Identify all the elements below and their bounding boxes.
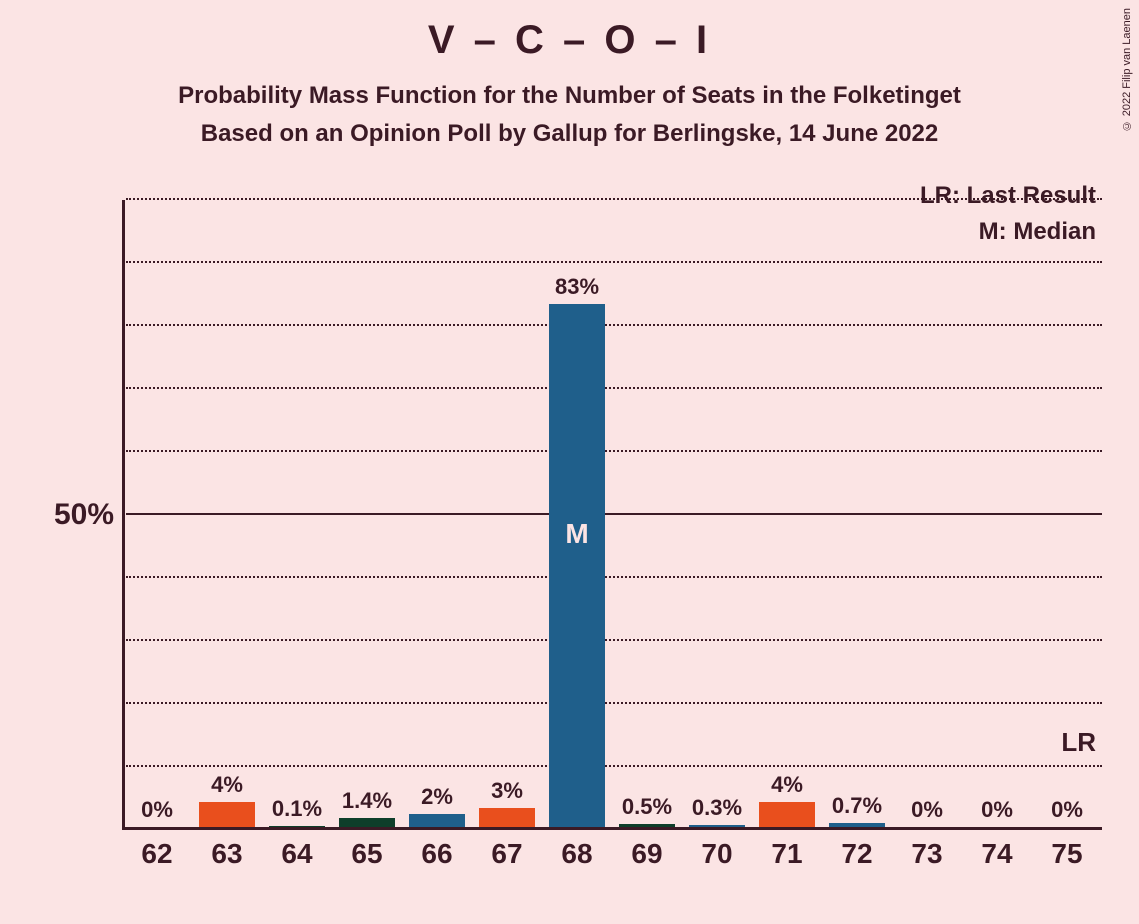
bar: 4% [759, 802, 815, 827]
x-axis-tick-label: 68 [542, 838, 612, 870]
subtitle-line-2: Based on an Opinion Poll by Gallup for B… [0, 115, 1139, 153]
bar-value-label: 4% [771, 772, 803, 798]
y-axis-label: 50% [54, 498, 114, 532]
bar-slot: 0.1% [262, 200, 332, 827]
bar: 4% [199, 802, 255, 827]
x-axis-tick-label: 73 [892, 838, 962, 870]
chart-subtitle: Probability Mass Function for the Number… [0, 77, 1139, 154]
bar-value-label: 0.1% [272, 796, 322, 822]
bar-value-label: 2% [421, 784, 453, 810]
x-axis-tick-label: 66 [402, 838, 472, 870]
bar-value-label: 0% [141, 797, 173, 823]
x-axis-tick-label: 64 [262, 838, 332, 870]
bars-container: 0%4%0.1%1.4%2%3%83%M0.5%0.3%4%0.7%0%0%0%… [122, 200, 1102, 827]
x-axis-labels: 6263646566676869707172737475 [122, 838, 1102, 870]
bar-value-label: 0.3% [692, 795, 742, 821]
bar-slot: 3% [472, 200, 542, 827]
lr-marker: LR [1061, 727, 1096, 758]
bar-slot: 4% [752, 200, 822, 827]
bar-value-label: 4% [211, 772, 243, 798]
x-axis-tick-label: 71 [752, 838, 822, 870]
x-axis [122, 827, 1102, 830]
x-axis-tick-label: 69 [612, 838, 682, 870]
bar-slot: 0% [962, 200, 1032, 827]
bar-slot: 1.4% [332, 200, 402, 827]
x-axis-tick-label: 67 [472, 838, 542, 870]
x-axis-tick-label: 63 [192, 838, 262, 870]
bar-slot: 0% LR [1032, 200, 1102, 827]
bar-value-label: 0.7% [832, 793, 882, 819]
x-axis-tick-label: 72 [822, 838, 892, 870]
y-axis [122, 200, 125, 830]
bar-slot: 0.5% [612, 200, 682, 827]
bar-slot: 4% [192, 200, 262, 827]
chart-title: V – C – O – I [0, 0, 1139, 63]
median-marker: M [565, 518, 588, 550]
bar-value-label: 3% [491, 778, 523, 804]
x-axis-tick-label: 75 [1032, 838, 1102, 870]
bar-value-label: 0% [981, 797, 1013, 823]
bar: 3% [479, 808, 535, 827]
bar-slot: 0.3% [682, 200, 752, 827]
copyright-text: © 2022 Filip van Laenen [1121, 8, 1133, 131]
subtitle-line-1: Probability Mass Function for the Number… [0, 77, 1139, 115]
x-axis-tick-label: 74 [962, 838, 1032, 870]
x-axis-tick-label: 65 [332, 838, 402, 870]
bar-value-label: 83% [555, 274, 599, 300]
bar: 83%M [549, 304, 605, 827]
chart-plot-area: 50% LR: Last Result M: Median 0%4%0.1%1.… [122, 200, 1102, 830]
bar: 2% [409, 814, 465, 827]
bar-value-label: 1.4% [342, 788, 392, 814]
bar-slot: 2% [402, 200, 472, 827]
bar-value-label: 0% [911, 797, 943, 823]
bar-value-label: 0.5% [622, 794, 672, 820]
bar-slot: 83% M [542, 200, 612, 827]
x-axis-tick-label: 70 [682, 838, 752, 870]
bar: 1.4% [339, 818, 395, 827]
bar-value-label: 0% [1051, 797, 1083, 823]
bar-slot: 0.7% [822, 200, 892, 827]
x-axis-tick-label: 62 [122, 838, 192, 870]
bar-slot: 0% [122, 200, 192, 827]
bar-slot: 0% [892, 200, 962, 827]
